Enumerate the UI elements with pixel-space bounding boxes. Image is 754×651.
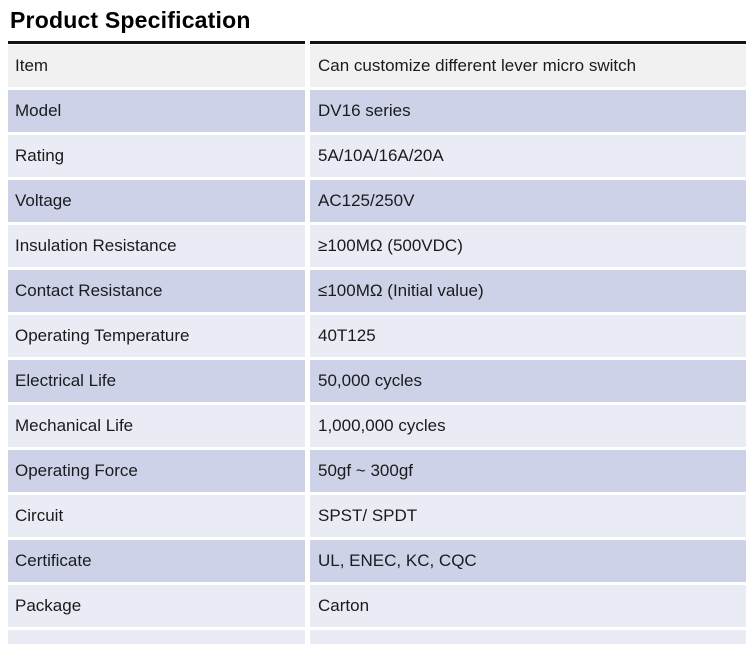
table-top-rule — [8, 41, 746, 44]
table-row-model: Model DV16 series — [8, 90, 746, 132]
table-row-operating-temperature: Operating Temperature 40T125 — [8, 315, 746, 357]
table-row-mechanical-life: Mechanical Life 1,000,000 cycles — [8, 405, 746, 447]
spec-item-value: 1,000,000 cycles — [310, 405, 746, 447]
spec-item-label: Operating Force — [8, 450, 305, 492]
spec-item-label: Insulation Resistance — [8, 225, 305, 267]
spec-item-label: Electrical Life — [8, 360, 305, 402]
spec-item-label: Contact Resistance — [8, 270, 305, 312]
spec-item-label — [8, 630, 305, 644]
spec-item-value: 5A/10A/16A/20A — [310, 135, 746, 177]
table-row-circuit: Circuit SPST/ SPDT — [8, 495, 746, 537]
spec-item-value: ≤100MΩ (Initial value) — [310, 270, 746, 312]
spec-item-label: Voltage — [8, 180, 305, 222]
spec-item-label: Operating Temperature — [8, 315, 305, 357]
spec-item-value: AC125/250V — [310, 180, 746, 222]
rule-segment-left — [8, 41, 305, 44]
spec-item-label: Model — [8, 90, 305, 132]
spec-item-value: UL, ENEC, KC, CQC — [310, 540, 746, 582]
table-row-electrical-life: Electrical Life 50,000 cycles — [8, 360, 746, 402]
spec-item-value: 40T125 — [310, 315, 746, 357]
rule-segment-right — [310, 41, 746, 44]
spec-item-label: Item — [8, 45, 305, 87]
table-row-rating: Rating 5A/10A/16A/20A — [8, 135, 746, 177]
spec-item-label: Certificate — [8, 540, 305, 582]
table-row-certificate: Certificate UL, ENEC, KC, CQC — [8, 540, 746, 582]
spec-item-value: DV16 series — [310, 90, 746, 132]
page-title: Product Specification — [10, 7, 251, 33]
spec-item-label: Rating — [8, 135, 305, 177]
spec-item-value: Carton — [310, 585, 746, 627]
table-row-operating-force: Operating Force 50gf ~ 300gf — [8, 450, 746, 492]
spec-item-value: 50,000 cycles — [310, 360, 746, 402]
table-row-item: Item Can customize different lever micro… — [8, 45, 746, 87]
table-row-contact-resistance: Contact Resistance ≤100MΩ (Initial value… — [8, 270, 746, 312]
spec-item-value — [310, 630, 746, 644]
table-row-package: Package Carton — [8, 585, 746, 627]
spec-item-value: 50gf ~ 300gf — [310, 450, 746, 492]
spec-item-value: Can customize different lever micro swit… — [310, 45, 746, 87]
table-row-voltage: Voltage AC125/250V — [8, 180, 746, 222]
spec-item-label: Mechanical Life — [8, 405, 305, 447]
spec-item-value: SPST/ SPDT — [310, 495, 746, 537]
spec-item-value: ≥100MΩ (500VDC) — [310, 225, 746, 267]
product-specification-page: Product Specification Item Can customize… — [0, 7, 754, 644]
table-row-insulation-resistance: Insulation Resistance ≥100MΩ (500VDC) — [8, 225, 746, 267]
spec-item-label: Circuit — [8, 495, 305, 537]
spec-item-label: Package — [8, 585, 305, 627]
spec-table: Item Can customize different lever micro… — [8, 45, 746, 644]
table-row-partial-cutoff — [8, 630, 746, 644]
